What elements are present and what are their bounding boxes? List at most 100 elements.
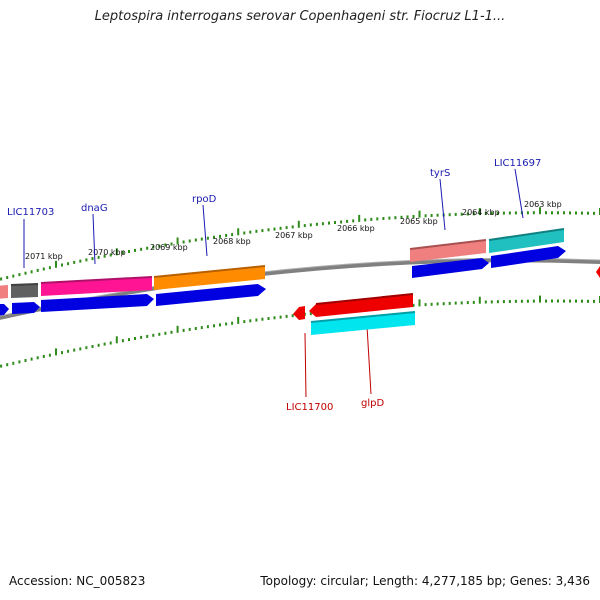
minor-tick [490,300,493,304]
minor-tick [134,337,136,340]
minor-tick [30,357,33,361]
minor-tick [194,327,197,330]
minor-tick [97,343,100,347]
minor-tick [406,215,409,219]
minor-tick [73,348,76,352]
minor-tick [545,211,547,215]
minor-tick [484,300,487,304]
minor-tick [424,303,427,307]
minor-tick [303,224,306,228]
minor-tick [134,248,136,252]
minor-tick [557,299,559,303]
minor-tick [0,277,3,281]
genome-summary-text: Topology: circular; Length: 4,277,185 bp… [260,574,590,588]
minor-tick [85,258,88,262]
minor-tick [376,217,379,221]
minor-tick [261,317,264,321]
minor-tick [569,299,571,303]
major-tick [358,214,361,222]
minor-tick [575,299,577,303]
minor-tick [412,303,415,307]
minor-tick [146,246,149,250]
gene-label-LIC11697: LIC11697 [494,158,541,169]
major-tick [418,210,421,218]
minor-tick [140,335,143,339]
minor-tick [182,240,185,244]
cds-arrow [156,284,266,306]
minor-tick [121,339,124,343]
minor-tick [569,211,571,215]
minor-tick [152,333,155,337]
minor-tick [466,301,469,305]
minor-tick [309,223,312,227]
scale-label: 2065 kbp [400,217,438,226]
minor-tick [472,300,475,304]
minor-tick [508,300,511,303]
scale-label: 2064 kbp [462,208,500,217]
minor-tick [170,242,173,246]
minor-tick [454,212,457,216]
major-tick [539,207,541,215]
minor-tick [12,361,15,365]
feature-row-top-lower [0,246,566,316]
minor-tick [79,259,82,263]
minor-tick [309,312,312,316]
minor-tick [587,211,589,215]
minor-tick [346,219,349,223]
minor-tick [436,302,439,306]
major-tick [418,299,421,307]
minor-tick [545,299,547,303]
minor-tick [61,351,63,355]
minor-tick [97,255,100,259]
cds-arrow [491,246,566,268]
minor-tick [557,211,559,215]
minor-tick [460,212,463,216]
minor-tick [532,299,535,303]
minor-tick [67,262,70,266]
minor-tick [364,218,367,222]
minor-tick [279,226,282,230]
gene-feature [489,229,564,253]
minor-tick [430,302,433,306]
minor-tick [315,222,318,226]
minor-tick [24,359,27,362]
minor-tick [466,212,469,216]
gene-feature-glpD-cds [311,312,415,335]
minor-tick [448,213,451,217]
minor-tick [508,211,511,215]
gene-feature [0,285,8,299]
minor-tick [188,327,191,331]
minor-tick [249,230,252,234]
major-tick [176,325,179,333]
minor-tick [587,299,589,303]
cds-arrow [12,302,40,314]
minor-tick [526,211,529,215]
minor-tick [128,338,130,342]
minor-tick [285,314,288,318]
minor-tick [400,215,403,219]
minor-tick [152,245,155,249]
minor-tick [502,300,505,304]
minor-tick [91,257,94,261]
minor-tick [532,211,535,215]
minor-tick [285,226,288,230]
minor-tick [24,271,27,275]
minor-tick [140,247,143,251]
minor-tick [206,325,209,329]
minor-tick [231,321,234,325]
minor-tick [412,215,415,218]
minor-tick [563,299,565,303]
major-tick [115,336,118,344]
minor-tick [321,222,324,226]
major-tick [237,228,240,236]
minor-tick [520,299,523,303]
minor-tick [36,356,39,360]
major-tick [478,208,481,216]
minor-tick [243,231,246,235]
minor-tick [18,273,21,277]
minor-tick [436,213,439,217]
gene-feature [410,240,486,262]
map-title: Leptospira interrogans serovar Copenhage… [94,9,506,24]
minor-tick [255,229,258,233]
minor-tick [158,244,161,248]
